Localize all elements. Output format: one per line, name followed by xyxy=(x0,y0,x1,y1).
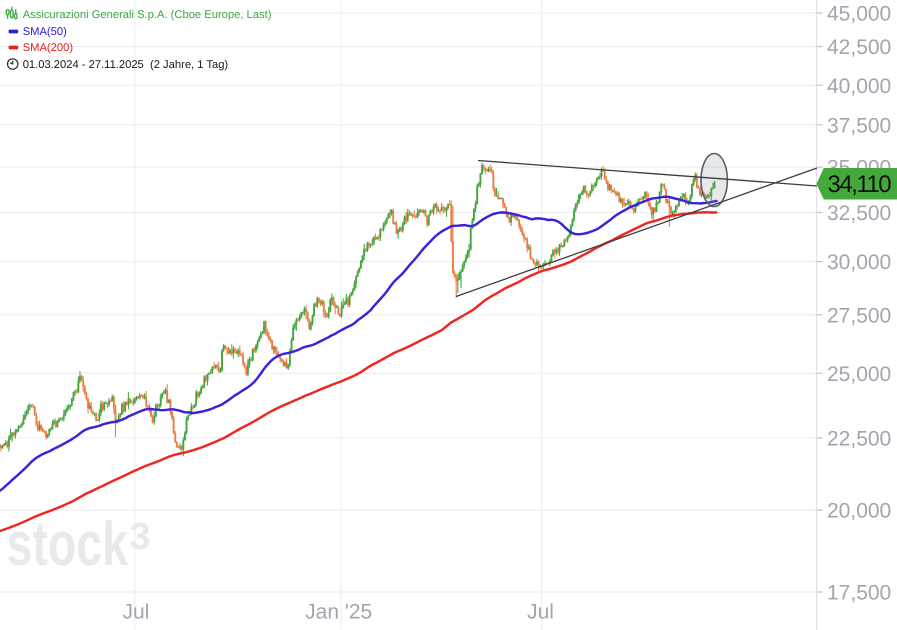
svg-text:Assicurazioni Generali S.p.A.: Assicurazioni Generali S.p.A. (Cboe Euro… xyxy=(23,9,272,21)
svg-text:17,500: 17,500 xyxy=(827,582,891,605)
svg-text:22,500: 22,500 xyxy=(827,428,891,451)
svg-text:01.03.2024 - 27.11.2025 (2 Ja: 01.03.2024 - 27.11.2025 (2 Jahre, 1 Tag) xyxy=(23,59,229,71)
svg-text:Jan '25: Jan '25 xyxy=(305,601,372,624)
svg-text:34,110: 34,110 xyxy=(828,171,892,198)
svg-text:37,500: 37,500 xyxy=(827,114,891,137)
svg-text:3: 3 xyxy=(130,516,151,558)
svg-text:25,000: 25,000 xyxy=(827,363,891,386)
svg-text:45,000: 45,000 xyxy=(827,3,891,26)
svg-text:27,500: 27,500 xyxy=(827,305,891,328)
svg-text:42,500: 42,500 xyxy=(827,36,891,59)
svg-text:SMA(200): SMA(200) xyxy=(23,42,74,54)
svg-text:40,000: 40,000 xyxy=(827,75,891,98)
svg-text:20,000: 20,000 xyxy=(827,500,891,523)
svg-text:Jul: Jul xyxy=(527,601,554,624)
svg-text:32,500: 32,500 xyxy=(827,202,891,225)
svg-text:SMA(50): SMA(50) xyxy=(23,26,67,38)
svg-text:30,000: 30,000 xyxy=(827,251,891,274)
svg-text:Jul: Jul xyxy=(122,601,149,624)
